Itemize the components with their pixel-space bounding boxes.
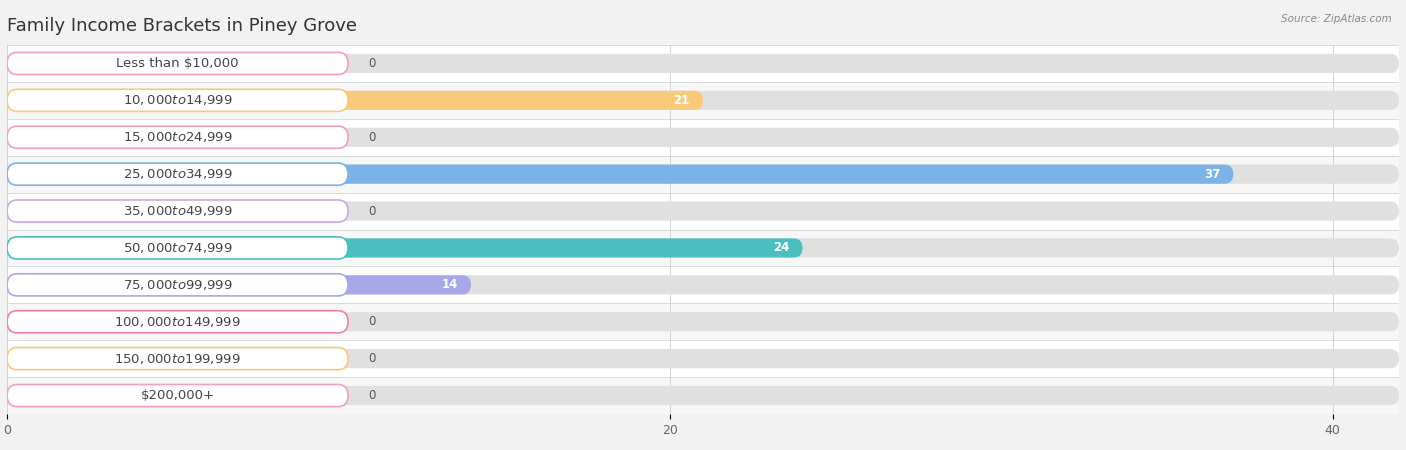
Text: 0: 0 bbox=[368, 352, 375, 365]
FancyBboxPatch shape bbox=[7, 237, 349, 259]
Text: 14: 14 bbox=[441, 279, 458, 291]
Text: $150,000 to $199,999: $150,000 to $199,999 bbox=[114, 351, 240, 366]
Text: $25,000 to $34,999: $25,000 to $34,999 bbox=[122, 167, 232, 181]
Bar bbox=[7, 119, 1399, 156]
FancyBboxPatch shape bbox=[7, 275, 471, 294]
FancyBboxPatch shape bbox=[7, 386, 1399, 405]
FancyBboxPatch shape bbox=[7, 126, 349, 148]
Bar bbox=[7, 45, 1399, 82]
FancyBboxPatch shape bbox=[7, 384, 349, 407]
FancyBboxPatch shape bbox=[7, 202, 1399, 220]
FancyBboxPatch shape bbox=[7, 52, 349, 75]
Text: Less than $10,000: Less than $10,000 bbox=[117, 57, 239, 70]
FancyBboxPatch shape bbox=[7, 274, 349, 296]
FancyBboxPatch shape bbox=[7, 165, 1233, 184]
Text: $100,000 to $149,999: $100,000 to $149,999 bbox=[114, 315, 240, 329]
Bar bbox=[7, 266, 1399, 303]
Text: 0: 0 bbox=[368, 389, 375, 402]
Text: $10,000 to $14,999: $10,000 to $14,999 bbox=[122, 93, 232, 108]
Text: $50,000 to $74,999: $50,000 to $74,999 bbox=[122, 241, 232, 255]
Text: 0: 0 bbox=[368, 205, 375, 217]
Bar bbox=[7, 82, 1399, 119]
FancyBboxPatch shape bbox=[7, 163, 349, 185]
Text: 37: 37 bbox=[1204, 168, 1220, 180]
FancyBboxPatch shape bbox=[7, 200, 349, 222]
Text: Source: ZipAtlas.com: Source: ZipAtlas.com bbox=[1281, 14, 1392, 23]
Text: 24: 24 bbox=[773, 242, 789, 254]
FancyBboxPatch shape bbox=[7, 91, 1399, 110]
FancyBboxPatch shape bbox=[7, 89, 349, 112]
FancyBboxPatch shape bbox=[7, 238, 1399, 257]
Text: $15,000 to $24,999: $15,000 to $24,999 bbox=[122, 130, 232, 144]
FancyBboxPatch shape bbox=[7, 349, 1399, 368]
FancyBboxPatch shape bbox=[7, 128, 1399, 147]
Bar bbox=[7, 303, 1399, 340]
FancyBboxPatch shape bbox=[7, 54, 1399, 73]
Text: 0: 0 bbox=[368, 315, 375, 328]
Bar bbox=[7, 193, 1399, 230]
Text: $75,000 to $99,999: $75,000 to $99,999 bbox=[122, 278, 232, 292]
Text: $35,000 to $49,999: $35,000 to $49,999 bbox=[122, 204, 232, 218]
Text: $200,000+: $200,000+ bbox=[141, 389, 215, 402]
FancyBboxPatch shape bbox=[7, 347, 349, 370]
FancyBboxPatch shape bbox=[7, 310, 349, 333]
Text: 0: 0 bbox=[368, 131, 375, 144]
FancyBboxPatch shape bbox=[7, 275, 1399, 294]
Bar bbox=[7, 156, 1399, 193]
FancyBboxPatch shape bbox=[7, 238, 803, 257]
Bar bbox=[7, 230, 1399, 266]
Bar bbox=[7, 340, 1399, 377]
Text: Family Income Brackets in Piney Grove: Family Income Brackets in Piney Grove bbox=[7, 17, 357, 35]
FancyBboxPatch shape bbox=[7, 312, 1399, 331]
Bar bbox=[7, 377, 1399, 414]
Text: 21: 21 bbox=[673, 94, 690, 107]
Text: 0: 0 bbox=[368, 57, 375, 70]
FancyBboxPatch shape bbox=[7, 91, 703, 110]
FancyBboxPatch shape bbox=[7, 165, 1399, 184]
